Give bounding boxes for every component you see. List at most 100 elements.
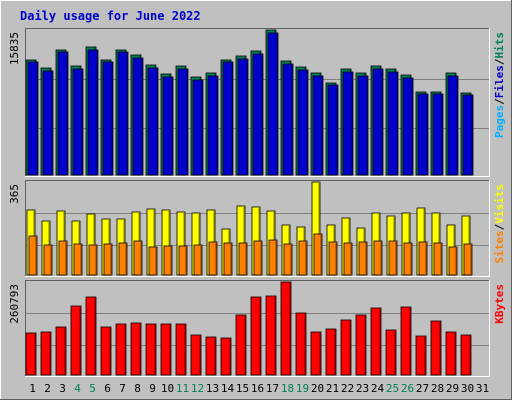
bar-sites [163, 245, 173, 276]
bar-files [42, 70, 54, 176]
bar-kbytes [70, 305, 82, 376]
bar-sites [58, 240, 68, 276]
bar-files [282, 63, 294, 176]
day-label: 1 [29, 382, 36, 395]
bar-sites [148, 246, 158, 276]
bar-files [117, 51, 129, 176]
panel-legend: Pages/Files/Hits [493, 32, 506, 138]
bar-kbytes [310, 331, 322, 376]
bar-sites [298, 240, 308, 276]
bar-sites [178, 245, 188, 276]
bar-sites [433, 242, 443, 276]
day-label: 15 [236, 382, 249, 395]
bar-kbytes [460, 334, 472, 376]
day-label: 20 [311, 382, 324, 395]
day-label: 13 [206, 382, 219, 395]
day-label: 9 [149, 382, 156, 395]
legend-entry: / [493, 223, 506, 230]
bar-files [357, 75, 369, 176]
panel-max-label: 365 [8, 184, 21, 204]
bar-sites [193, 244, 203, 276]
day-label: 8 [134, 382, 141, 395]
x-axis-day-labels: 1 2 3 4 5 6 7 8 9 10 11 12 13 14 15 16 17 18 19 20 21 22 23 24 2… [29, 382, 489, 395]
bar-sites [313, 233, 323, 276]
panel-legend: Sites/Visits [493, 184, 506, 264]
bar-kbytes [430, 320, 442, 376]
bar-files [432, 93, 444, 176]
bar-kbytes [25, 332, 37, 376]
legend-entry: Visits [493, 184, 506, 224]
day-label: 24 [371, 382, 385, 395]
bar-files [252, 53, 264, 176]
graph-title: Daily usage for June 2022 [20, 9, 201, 23]
bar-kbytes [115, 323, 127, 376]
bar-sites [463, 243, 473, 276]
legend-entry: / [493, 58, 506, 65]
bar-kbytes [205, 336, 217, 376]
day-label: 12 [191, 382, 204, 395]
day-label: 25 [386, 382, 399, 395]
bar-sites [88, 244, 98, 276]
bar-files [372, 68, 384, 176]
bar-files [57, 51, 69, 176]
bar-sites [208, 241, 218, 276]
bar-files [102, 61, 114, 176]
bar-sites [418, 241, 428, 276]
bar-sites [253, 240, 263, 276]
day-label: 23 [356, 382, 369, 395]
bar-files [417, 93, 429, 176]
day-label: 2 [44, 382, 51, 395]
bar-sites [103, 243, 113, 276]
bar-kbytes [250, 296, 262, 376]
bar-sites [43, 244, 53, 276]
bar-kbytes [265, 295, 277, 376]
bar-files [147, 67, 159, 176]
bar-sites [28, 235, 38, 276]
bar-files [267, 32, 279, 176]
bar-kbytes [40, 331, 52, 376]
day-label: 27 [416, 382, 429, 395]
bar-kbytes [295, 312, 307, 376]
bar-sites [118, 242, 128, 276]
bar-files [192, 79, 204, 176]
bar-sites [373, 240, 383, 276]
bar-files [132, 57, 144, 176]
day-label: 6 [104, 382, 111, 395]
bar-kbytes [175, 323, 187, 376]
bar-files [72, 68, 84, 176]
bar-sites [448, 246, 458, 276]
day-label: 3 [59, 382, 66, 395]
day-label: 30 [461, 382, 474, 395]
legend-entry: Pages [493, 105, 506, 138]
bar-files [312, 75, 324, 176]
day-label: 7 [119, 382, 126, 395]
panel-max-label: 15835 [8, 32, 21, 65]
bar-files [342, 71, 354, 176]
bar-files [462, 94, 474, 176]
bar-kbytes [325, 328, 337, 376]
bar-kbytes [415, 335, 427, 376]
bar-sites [358, 241, 368, 276]
day-label: 21 [326, 382, 339, 395]
legend-entry: KBytes [493, 284, 506, 324]
day-label: 22 [341, 382, 354, 395]
legend-entry: Hits [493, 32, 506, 59]
day-label: 11 [176, 382, 189, 395]
bar-kbytes [445, 331, 457, 376]
day-label: 31 [476, 382, 489, 395]
panel-max-label: 260793 [8, 284, 21, 324]
panel-legend: KBytes [493, 284, 506, 324]
bar-sites [268, 239, 278, 276]
bar-kbytes [85, 296, 97, 376]
bar-kbytes [145, 323, 157, 376]
day-label: 14 [221, 382, 235, 395]
day-label: 10 [161, 382, 174, 395]
bar-sites [238, 242, 248, 276]
bar-files [162, 76, 174, 176]
bar-files [177, 68, 189, 176]
bar-files [207, 75, 219, 176]
bar-kbytes [280, 281, 292, 376]
bar-sites [403, 242, 413, 276]
